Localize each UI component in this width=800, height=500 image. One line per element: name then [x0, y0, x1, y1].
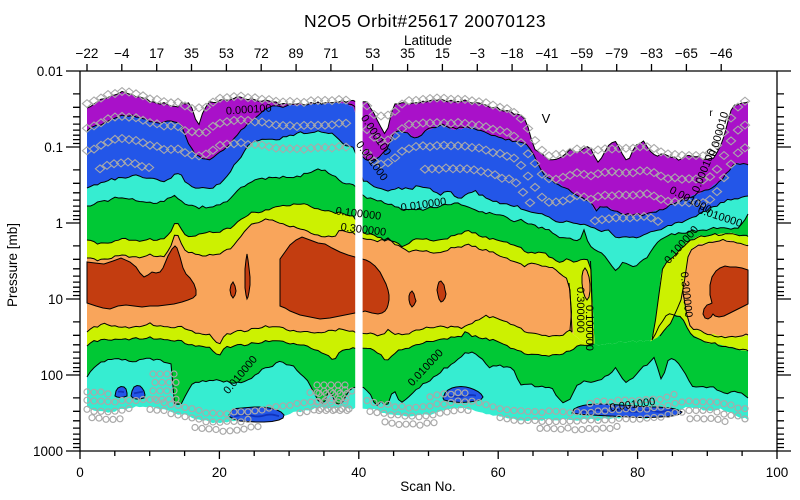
- svg-text:35: 35: [184, 46, 199, 61]
- svg-text:−22: −22: [76, 46, 99, 61]
- svg-text:0.01: 0.01: [37, 64, 63, 79]
- svg-text:−79: −79: [605, 46, 628, 61]
- svg-text:80: 80: [630, 465, 645, 480]
- svg-text:0.000100: 0.000100: [225, 102, 272, 117]
- svg-text:−46: −46: [710, 46, 733, 61]
- svg-text:0.300000: 0.300000: [574, 287, 586, 333]
- svg-text:0: 0: [76, 465, 84, 480]
- svg-text:20: 20: [212, 465, 227, 480]
- svg-text:0.100000: 0.100000: [335, 205, 382, 223]
- svg-text:60: 60: [491, 465, 506, 480]
- svg-text:V: V: [542, 111, 551, 126]
- svg-text:0.300000: 0.300000: [678, 271, 695, 318]
- svg-text:r: r: [709, 108, 713, 119]
- svg-text:−4: −4: [114, 46, 130, 61]
- svg-text:1000: 1000: [33, 444, 63, 459]
- svg-text:−83: −83: [640, 46, 663, 61]
- svg-text:1: 1: [55, 216, 63, 231]
- svg-text:Scan No.: Scan No.: [400, 479, 456, 494]
- svg-text:100: 100: [766, 465, 789, 480]
- svg-text:71: 71: [323, 46, 338, 61]
- svg-text:Pressure [mb]: Pressure [mb]: [5, 223, 20, 307]
- svg-text:Latitude: Latitude: [404, 33, 452, 48]
- svg-text:0.100000: 0.100000: [583, 305, 595, 351]
- svg-text:40: 40: [351, 465, 366, 480]
- svg-text:−65: −65: [675, 46, 698, 61]
- svg-text:−3: −3: [470, 46, 485, 61]
- svg-text:89: 89: [289, 46, 304, 61]
- svg-text:−18: −18: [501, 46, 524, 61]
- svg-text:53: 53: [365, 46, 380, 61]
- svg-text:100: 100: [40, 368, 63, 383]
- svg-text:72: 72: [254, 46, 269, 61]
- svg-text:17: 17: [149, 46, 164, 61]
- svg-text:−59: −59: [570, 46, 593, 61]
- svg-text:0.1: 0.1: [44, 140, 63, 155]
- svg-text:N2O5 Orbit#25617 20070123: N2O5 Orbit#25617 20070123: [304, 11, 546, 31]
- svg-text:53: 53: [219, 46, 234, 61]
- svg-text:10: 10: [48, 292, 63, 307]
- svg-text:35: 35: [400, 46, 415, 61]
- svg-text:15: 15: [435, 46, 450, 61]
- svg-text:−41: −41: [536, 46, 559, 61]
- svg-text:0.300000: 0.300000: [340, 221, 387, 239]
